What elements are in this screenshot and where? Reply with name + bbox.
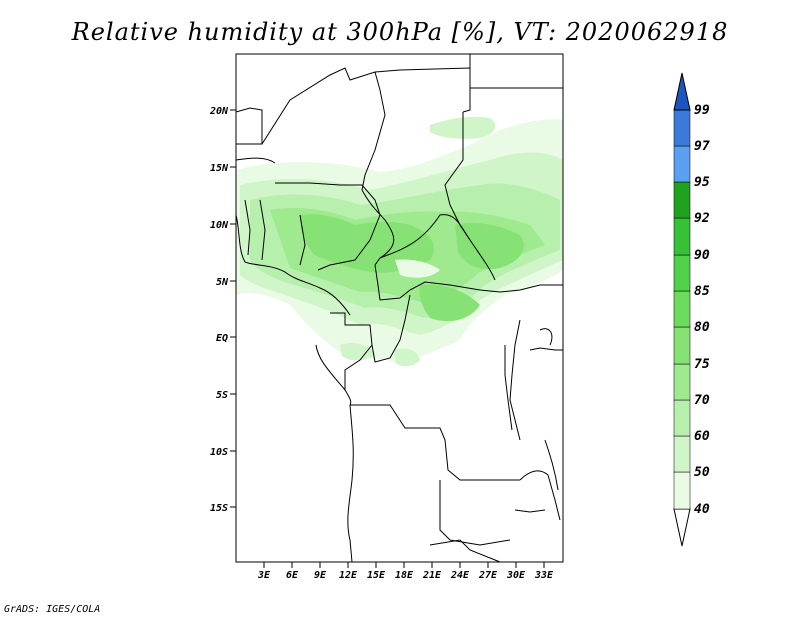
colorbar-label-90: 90 bbox=[694, 248, 710, 263]
lat-axis bbox=[230, 109, 236, 508]
lat-label-eq: EQ bbox=[216, 333, 228, 344]
colorbar-segment-70-75 bbox=[673, 363, 691, 401]
lat-label-10s: 10S bbox=[210, 447, 228, 458]
lon-label-30e: 30E bbox=[506, 570, 526, 581]
colorbar-label-99: 99 bbox=[694, 103, 710, 118]
colorbar-segment-80-85 bbox=[673, 290, 691, 328]
map-frame bbox=[235, 53, 564, 563]
lon-label-27e: 27E bbox=[478, 570, 498, 581]
colorbar-label-92: 92 bbox=[694, 211, 710, 226]
colorbar-segment-92-95 bbox=[673, 181, 691, 219]
colorbar-upper-arrow bbox=[673, 72, 691, 111]
lat-label-5s: 5S bbox=[216, 390, 228, 401]
lon-axis bbox=[263, 562, 545, 568]
colorbar-segment-90-92 bbox=[673, 217, 691, 256]
lon-label-33e: 33E bbox=[534, 570, 554, 581]
colorbar-segment-50-60 bbox=[673, 435, 691, 473]
colorbar-label-95: 95 bbox=[694, 175, 710, 190]
lon-label-9e: 9E bbox=[314, 570, 327, 581]
colorbar-label-97: 97 bbox=[694, 139, 710, 154]
lon-label-24e: 24E bbox=[450, 570, 470, 581]
colorbar-label-40: 40 bbox=[694, 502, 710, 517]
lon-label-12e: 12E bbox=[339, 570, 358, 581]
colorbar-segment-85-90 bbox=[673, 254, 691, 292]
colorbar-segment-60-70 bbox=[673, 399, 691, 437]
lon-label-3e: 3E bbox=[257, 570, 271, 581]
colorbar-lower-arrow bbox=[673, 508, 691, 547]
grads-credit: GrADS: IGES/COLA bbox=[4, 604, 101, 615]
chart-title: Relative humidity at 300hPa [%], VT: 202… bbox=[71, 18, 729, 46]
colorbar bbox=[673, 72, 691, 547]
lon-label-6e: 6E bbox=[286, 570, 299, 581]
colorbar-label-75: 75 bbox=[694, 357, 710, 372]
lat-label-15s: 15S bbox=[210, 503, 228, 514]
colorbar-label-80: 80 bbox=[694, 320, 710, 335]
lon-label-15e: 15E bbox=[367, 570, 386, 581]
map-borders bbox=[235, 54, 563, 563]
colorbar-label-50: 50 bbox=[694, 465, 710, 480]
lat-label-5n: 5N bbox=[216, 277, 229, 288]
colorbar-label-85: 85 bbox=[694, 284, 710, 299]
colorbar-segment-75-80 bbox=[673, 326, 691, 365]
colorbar-segment-97-99 bbox=[673, 109, 691, 147]
colorbar-segment-40-50 bbox=[673, 471, 691, 510]
lon-label-21e: 21E bbox=[422, 570, 442, 581]
lat-label-10n: 10N bbox=[210, 220, 229, 231]
colorbar-label-70: 70 bbox=[694, 393, 710, 408]
lon-label-18e: 18E bbox=[395, 570, 414, 581]
lat-label-15n: 15N bbox=[210, 163, 229, 174]
colorbar-label-60: 60 bbox=[694, 429, 710, 444]
lat-label-20n: 20N bbox=[209, 106, 229, 117]
colorbar-segment-95-97 bbox=[673, 145, 691, 183]
